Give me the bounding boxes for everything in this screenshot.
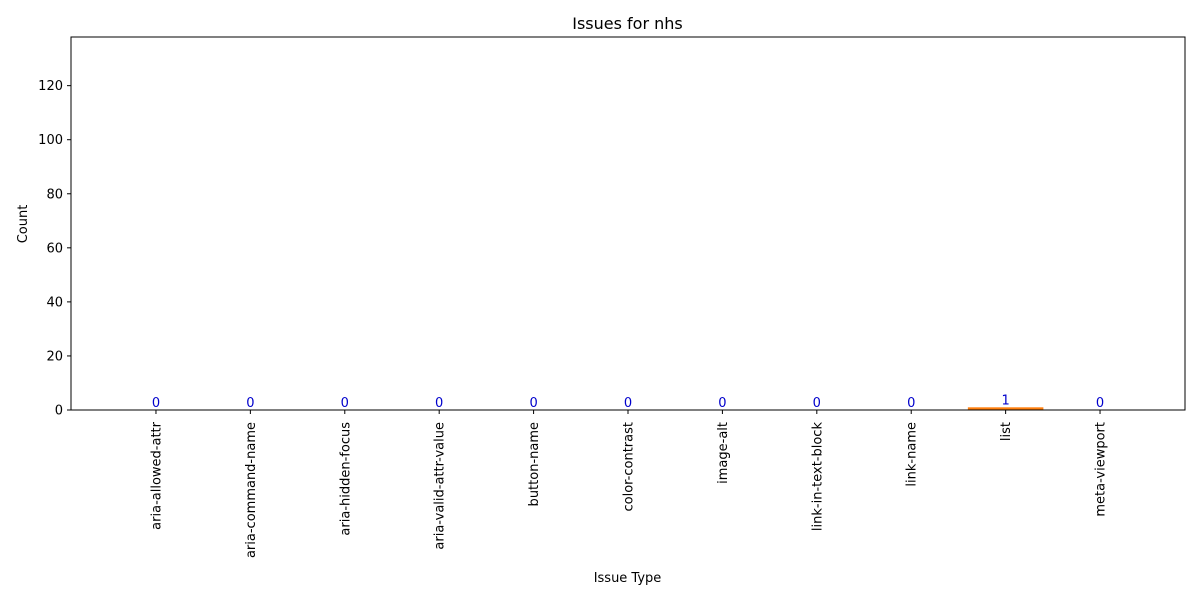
y-tick-label: 60 xyxy=(46,241,63,256)
x-tick-label: aria-allowed-attr xyxy=(149,421,164,529)
bar-value-label: 0 xyxy=(246,396,254,411)
x-tick-label: aria-valid-attr-value xyxy=(433,422,448,550)
y-tick-label: 100 xyxy=(38,133,63,148)
bars-layer xyxy=(967,407,1044,410)
x-tick-label: aria-command-name xyxy=(244,422,259,558)
bar-value-label: 0 xyxy=(1096,396,1104,411)
x-tick-label: link-name xyxy=(905,422,920,487)
y-tick-label: 40 xyxy=(46,295,63,310)
bar-value-label: 0 xyxy=(529,396,537,411)
bar-value-label: 0 xyxy=(341,396,349,411)
value-labels-layer: 0 0 0 0 0 0 0 0 0 1 0 xyxy=(152,393,1104,411)
y-tick-label: 0 xyxy=(55,404,63,419)
chart-title: Issues for nhs xyxy=(572,14,683,33)
y-tick-label: 80 xyxy=(46,187,63,202)
y-tick-label: 20 xyxy=(46,349,63,364)
x-tick-label: meta-viewport xyxy=(1094,422,1109,517)
y-axis: 0 20 40 60 80 100 120 xyxy=(38,79,71,419)
x-tick-label: image-alt xyxy=(716,422,731,484)
bar-value-label: 0 xyxy=(813,396,821,411)
x-tick-label: list xyxy=(999,422,1014,441)
plot-area-frame xyxy=(70,36,1186,411)
x-tick-label: button-name xyxy=(527,422,542,506)
y-tick-label: 120 xyxy=(38,79,63,94)
bar xyxy=(967,407,1044,410)
x-tick-label: link-in-text-block xyxy=(810,422,825,532)
y-axis-label: Count xyxy=(16,205,31,244)
bar-value-label: 0 xyxy=(624,396,632,411)
bar-value-label: 0 xyxy=(152,396,160,411)
x-tick-label: color-contrast xyxy=(622,422,637,512)
bar-value-label: 0 xyxy=(907,396,915,411)
x-tick-label: aria-hidden-focus xyxy=(338,422,353,536)
x-axis-label: Issue Type xyxy=(594,571,662,586)
bar-value-label: 1 xyxy=(1001,393,1009,408)
x-axis: aria-allowed-attr aria-command-name aria-h… xyxy=(149,410,1109,558)
bar-value-label: 0 xyxy=(718,396,726,411)
bar-value-label: 0 xyxy=(435,396,443,411)
